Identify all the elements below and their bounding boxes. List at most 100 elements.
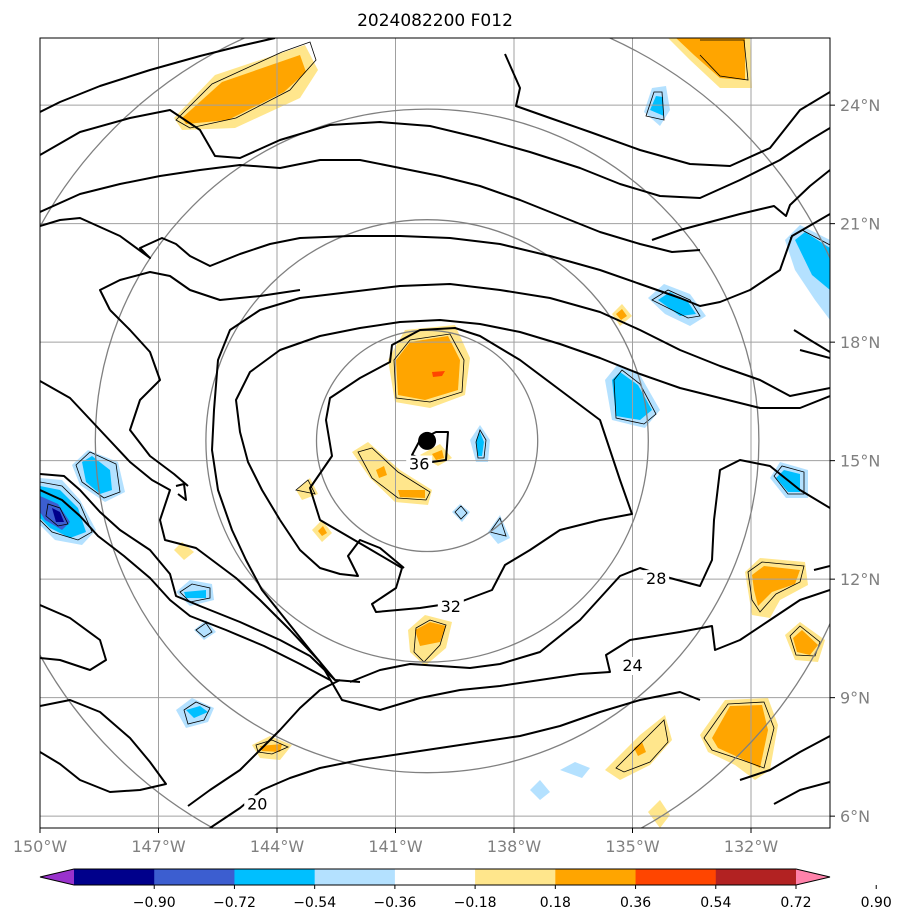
contour-label-background [244,795,271,814]
shaded-patch-positive [712,705,768,768]
map-content: 36 32 28 24 20 [40,38,830,828]
thin-contour [773,465,805,495]
figure-title: 2024082200 F012 [357,11,513,31]
longitude-tick-label: 144°W [250,837,305,856]
contour-line [211,283,830,683]
colorbar-max-extension [796,869,830,885]
contour-line [175,483,187,501]
contour-line [349,459,830,683]
contour-line [40,380,830,711]
shaded-patch-positive [352,442,432,505]
shaded-patch-positive [676,38,745,80]
colorbar-tick-label: −0.18 [454,895,497,911]
longitude-axis: 150°W 147°W 144°W 141°W 138°W 135°W 132°W [13,828,779,856]
colorbar-tick-label: 0.54 [700,895,731,911]
longitude-tick-label: 135°W [605,837,660,856]
shaded-patch-negative [186,706,208,718]
shaded-patch-positive [376,466,387,478]
latitude-tick-label: 6°N [840,807,870,826]
latitude-axis: 6°N 9°N 12°N 15°N 18°N 21°N 24°N [830,96,880,826]
shaded-patch-negative [194,620,216,640]
shaded-patch-negative [52,508,64,522]
contour-line [109,309,189,487]
contour-line [739,735,830,781]
shaded-patch-positive [648,800,670,828]
contour-line [99,271,301,311]
longitude-tick-label: 141°W [368,837,423,856]
height-contours [40,38,830,828]
shaded-patch-positive [415,622,446,646]
longitude-tick-label: 147°W [131,837,186,856]
contour-label: 36 [409,455,429,474]
contour-label-background [619,657,646,675]
thin-contour [699,39,749,81]
colorbar-segment [635,869,717,885]
colorbar-segment [555,869,637,885]
contour-line [40,489,331,681]
shaded-patch-positive [752,566,800,606]
shaded-patch-positive [432,371,445,377]
longitude-tick-label: 150°W [13,837,68,856]
contour-line [187,679,341,807]
colorbar-outline [39,868,831,886]
thin-contour [489,517,507,537]
shaded-patch-negative [795,232,830,290]
contour-line [813,565,830,571]
latitude-tick-label: 15°N [840,452,880,471]
thin-contour [393,333,465,403]
contour-line [799,349,830,359]
shaded-patch-positive [318,526,327,536]
thin-contour [615,719,669,773]
contour-label-background [643,570,670,589]
contour-line [309,327,633,613]
thin-contour [747,561,805,613]
thin-contour [175,41,317,129]
thin-contours [40,39,830,773]
contour-line [40,604,107,671]
thin-contour [413,619,447,663]
contour-label-background [406,455,433,474]
contour-line [40,473,336,681]
shaded-patch-negative [658,292,696,316]
latitude-tick-label: 12°N [840,570,880,589]
range-ring [205,219,649,663]
thin-contour [40,481,93,541]
longitude-tick-label: 132°W [724,837,779,856]
contour-line [773,781,830,805]
shaded-patch-positive [634,742,646,756]
shaded-patch-positive [398,490,425,498]
contour-line [40,213,830,307]
shaded-patch-positive [793,630,818,655]
thin-contour [703,701,775,769]
thin-contour [195,622,213,638]
shaded-patch-positive [616,309,627,320]
contour-line [40,38,276,113]
colorbar-tick-label: 0.36 [620,895,651,911]
shaded-patch-negative [650,96,664,116]
shaded-patch-negative [560,762,590,778]
shaded-patch-negative [488,515,510,544]
contour-line [209,691,701,828]
colorbar-min-extension [40,869,74,885]
longitude-tick-label: 138°W [487,837,542,856]
contour-labels: 36 32 28 24 20 [244,455,670,814]
colorbar-tick-label: 0.18 [540,895,571,911]
colorbar-segment [154,869,235,885]
contour-line [504,53,830,167]
colorbar-tick-label: −0.72 [213,895,256,911]
latitude-tick-label: 9°N [840,689,870,708]
shaded-patch-negative [476,432,484,456]
thin-contour [613,369,657,425]
shaded-patch-positive [174,542,194,560]
colorbar-segment [475,869,556,885]
thin-contour [75,451,121,499]
colorbar-tick-label: −0.54 [293,895,336,911]
contour-line [40,159,701,253]
colorbar-segment [715,869,797,885]
latitude-tick-label: 18°N [840,333,880,352]
colorbar-segment [314,869,396,885]
colorbar-segment [234,869,316,885]
shaded-field [40,38,830,828]
thin-contour [475,429,487,459]
